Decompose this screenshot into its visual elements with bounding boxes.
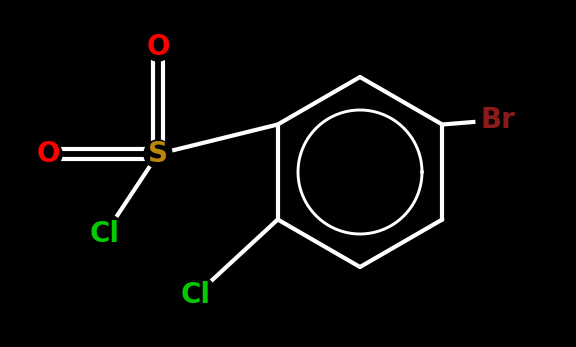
Circle shape bbox=[85, 214, 125, 254]
Circle shape bbox=[476, 98, 520, 142]
Text: Cl: Cl bbox=[90, 220, 120, 248]
Text: Br: Br bbox=[480, 106, 516, 134]
Circle shape bbox=[144, 33, 172, 61]
Circle shape bbox=[144, 140, 172, 168]
Text: S: S bbox=[148, 140, 168, 168]
Text: Cl: Cl bbox=[181, 281, 211, 309]
Text: O: O bbox=[146, 33, 170, 61]
Text: O: O bbox=[36, 140, 60, 168]
Circle shape bbox=[34, 140, 62, 168]
Circle shape bbox=[176, 275, 216, 315]
